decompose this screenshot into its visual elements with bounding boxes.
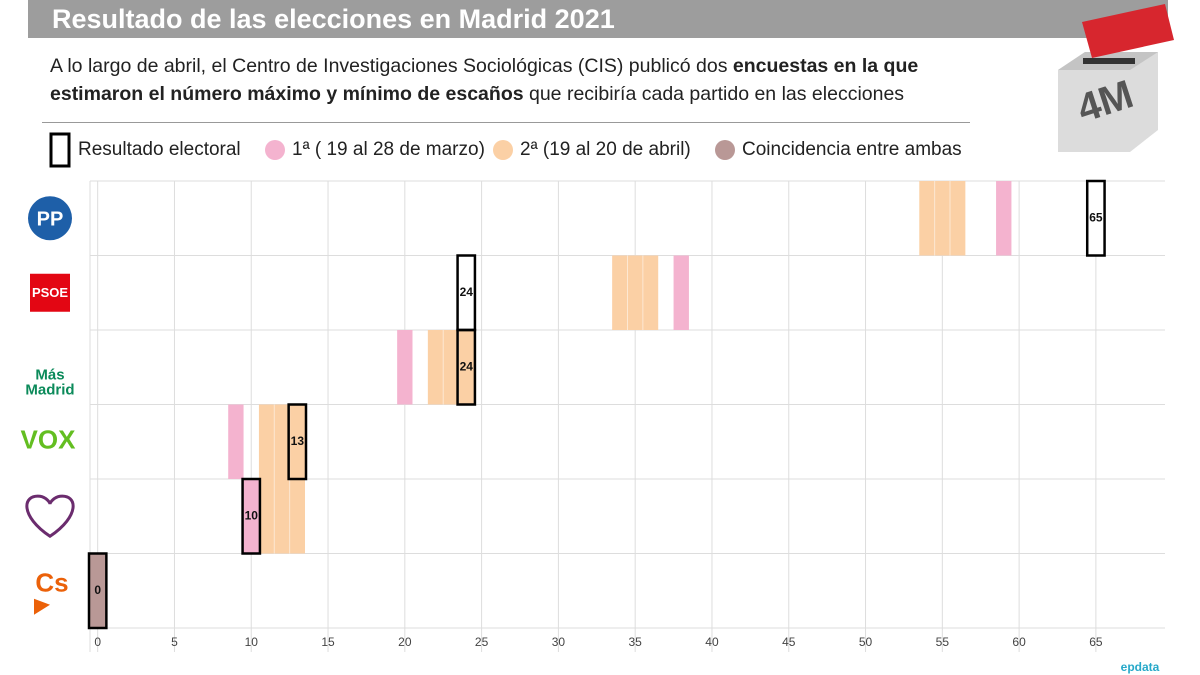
x-tick-label: 65 — [1089, 635, 1103, 649]
ballot-logo: 4M — [1058, 4, 1174, 152]
data-label: 13 — [291, 434, 305, 448]
range-bar — [397, 330, 413, 405]
x-tick-label: 40 — [705, 635, 719, 649]
subtitle-part: A lo largo de abril, el Centro de Invest… — [50, 55, 733, 77]
range-bar — [243, 479, 259, 554]
result-box — [456, 328, 477, 406]
x-tick-label: 20 — [398, 635, 412, 649]
data-label: 65 — [1089, 210, 1103, 224]
result-box — [1085, 179, 1106, 257]
legend-label: 2ª (19 al 20 de abril) — [520, 139, 691, 160]
x-tick-label: 0 — [94, 635, 101, 649]
logo — [28, 196, 72, 241]
category-label: VOX — [21, 425, 77, 455]
category-label: Cs — [35, 568, 68, 598]
range-bar — [258, 479, 305, 554]
subtitle-part: que recibiría cada partido en las elecci… — [523, 83, 905, 105]
legend-swatch — [493, 140, 513, 160]
subtitle-part: encuestas en la que estimaron el número … — [50, 55, 919, 105]
category-label: PSOE — [32, 285, 68, 300]
logo — [25, 494, 75, 539]
header-band: Resultado de las elecciones en Madrid 20… — [28, 0, 1168, 38]
legend-swatch — [715, 140, 735, 160]
category-label: Más Madrid — [25, 366, 74, 398]
logo — [30, 273, 70, 312]
legend-swatch — [49, 132, 71, 168]
legend-label: 1ª ( 19 al 28 de marzo) — [292, 139, 485, 160]
x-tick-label: 60 — [1012, 635, 1026, 649]
chart-title: Resultado de las elecciones en Madrid 20… — [52, 4, 615, 34]
data-label: 10 — [245, 508, 259, 522]
legend-swatch — [265, 140, 285, 160]
result-box — [287, 403, 308, 481]
legend-label: Resultado electoral — [78, 139, 241, 160]
x-tick-label: 5 — [171, 635, 178, 649]
subtitle: A lo largo de abril, el Centro de Invest… — [50, 52, 950, 108]
range-bar — [996, 181, 1012, 256]
data-label: 0 — [94, 583, 101, 597]
range-bar — [90, 553, 106, 628]
range-bar — [427, 330, 474, 405]
range-bar — [673, 255, 689, 330]
x-tick-label: 10 — [245, 635, 259, 649]
logo — [34, 598, 50, 615]
result-box — [241, 477, 262, 555]
range-bar — [919, 181, 966, 256]
data-label: 24 — [460, 285, 474, 299]
x-tick-label: 55 — [936, 635, 950, 649]
range-bar — [228, 404, 244, 479]
data-label: 24 — [460, 359, 474, 373]
rule — [42, 122, 970, 123]
category-label: PP — [37, 209, 64, 231]
x-tick-label: 25 — [475, 635, 489, 649]
range-bar — [612, 255, 659, 330]
x-tick-label: 30 — [552, 635, 566, 649]
legend-label: Coincidencia entre ambas — [742, 139, 962, 160]
x-tick-label: 35 — [628, 635, 642, 649]
result-box — [87, 552, 108, 630]
x-tick-label: 15 — [321, 635, 335, 649]
x-tick-label: 45 — [782, 635, 796, 649]
source: epdata — [1121, 660, 1160, 674]
x-tick-label: 50 — [859, 635, 873, 649]
range-bar — [258, 404, 305, 479]
